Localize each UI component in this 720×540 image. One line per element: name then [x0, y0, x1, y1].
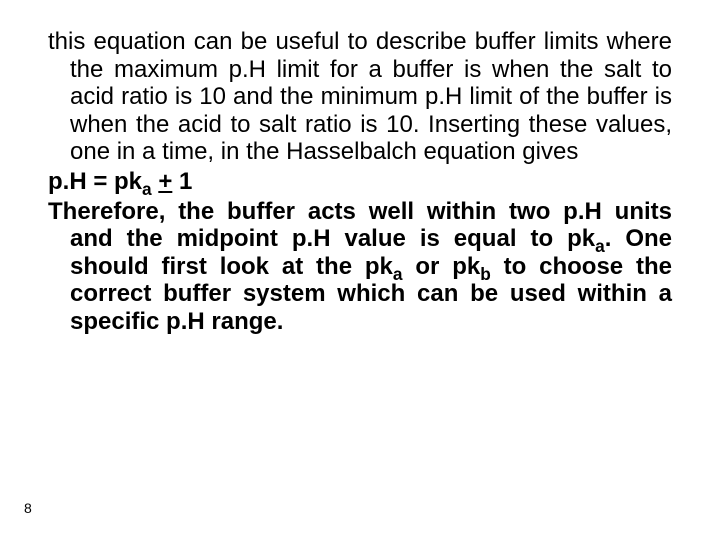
equation-tail: 1: [172, 168, 192, 195]
slide: this equation can be useful to describe …: [0, 0, 720, 540]
paragraph-conclusion: Therefore, the buffer acts well within t…: [48, 198, 672, 336]
equation-subscript-a: a: [142, 179, 152, 199]
equation-prefix: p.H = pk: [48, 168, 142, 195]
equation-line: p.H = pka + 1: [48, 168, 672, 196]
page-number: 8: [24, 500, 32, 516]
paragraph-intro: this equation can be useful to describe …: [48, 28, 672, 166]
conclusion-seg1: Therefore, the buffer acts well within t…: [48, 198, 672, 253]
equation-plusminus: +: [158, 168, 172, 195]
conclusion-seg3: or pk: [403, 253, 481, 280]
slide-body: this equation can be useful to describe …: [48, 28, 672, 336]
